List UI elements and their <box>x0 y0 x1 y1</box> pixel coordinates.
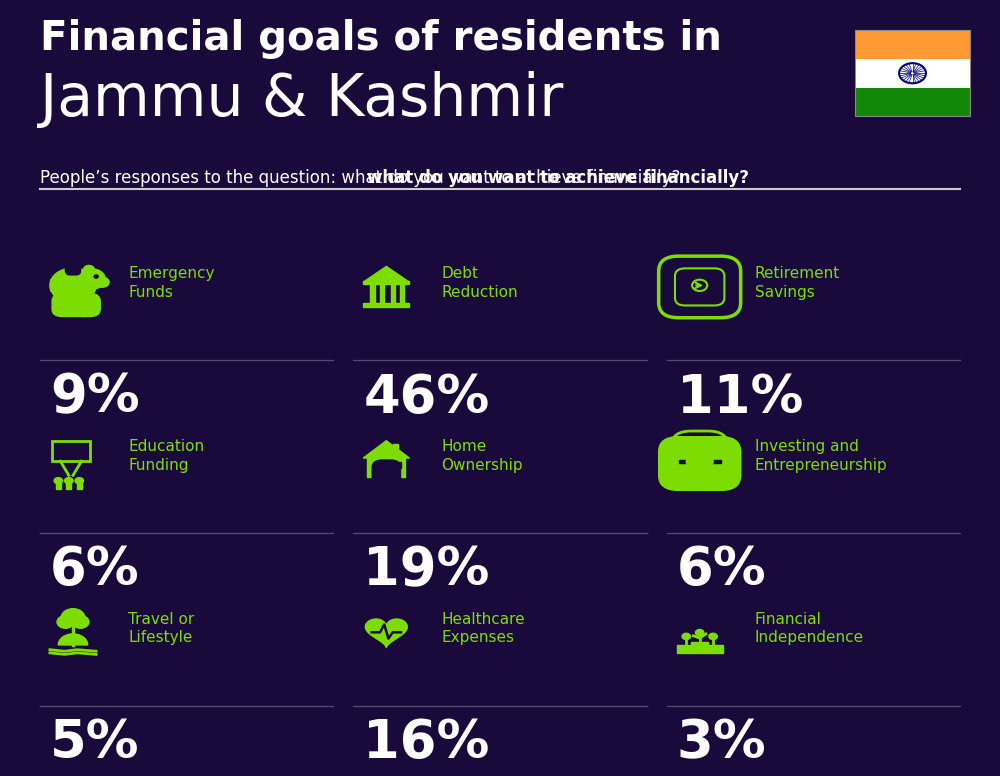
FancyBboxPatch shape <box>394 462 401 467</box>
Circle shape <box>709 633 717 639</box>
FancyBboxPatch shape <box>65 265 81 275</box>
FancyBboxPatch shape <box>56 483 61 489</box>
Text: Home
Ownership: Home Ownership <box>441 439 523 473</box>
Bar <box>855 88 970 116</box>
Text: 9%: 9% <box>50 372 140 424</box>
Polygon shape <box>363 441 409 458</box>
Text: 6%: 6% <box>50 545 140 597</box>
Circle shape <box>75 477 84 484</box>
Circle shape <box>695 629 704 636</box>
Circle shape <box>94 275 98 278</box>
Text: People’s responses to the question: what do you want to achieve financially?: People’s responses to the question: what… <box>40 169 680 187</box>
Text: Jammu & Kashmir: Jammu & Kashmir <box>40 71 563 128</box>
Bar <box>855 59 970 88</box>
Circle shape <box>61 608 85 626</box>
Text: 46%: 46% <box>363 372 490 424</box>
Circle shape <box>84 265 94 274</box>
Circle shape <box>54 477 62 484</box>
FancyBboxPatch shape <box>69 293 94 317</box>
Text: 3%: 3% <box>677 717 766 769</box>
FancyBboxPatch shape <box>75 293 100 317</box>
FancyBboxPatch shape <box>372 460 401 484</box>
Bar <box>855 30 970 59</box>
Circle shape <box>50 268 96 303</box>
Polygon shape <box>365 619 407 647</box>
Text: 11%: 11% <box>677 372 803 424</box>
Circle shape <box>96 277 109 287</box>
FancyBboxPatch shape <box>374 462 381 467</box>
Circle shape <box>682 633 690 639</box>
Bar <box>855 30 970 116</box>
FancyBboxPatch shape <box>391 282 395 303</box>
Text: Investing and
Entrepreneurship: Investing and Entrepreneurship <box>755 439 887 473</box>
FancyBboxPatch shape <box>370 282 375 303</box>
Text: Education
Funding: Education Funding <box>128 439 204 473</box>
FancyBboxPatch shape <box>400 282 404 303</box>
Circle shape <box>65 477 73 484</box>
Wedge shape <box>58 634 88 645</box>
Text: Travel or
Lifestyle: Travel or Lifestyle <box>128 611 194 646</box>
Text: Emergency
Funds: Emergency Funds <box>128 266 214 300</box>
FancyBboxPatch shape <box>66 483 71 489</box>
Text: 19%: 19% <box>363 545 490 597</box>
FancyBboxPatch shape <box>679 459 721 462</box>
FancyBboxPatch shape <box>60 293 86 317</box>
Text: Healthcare
Expenses: Healthcare Expenses <box>441 611 525 646</box>
FancyBboxPatch shape <box>686 451 713 469</box>
FancyBboxPatch shape <box>363 303 409 307</box>
Polygon shape <box>363 266 409 282</box>
Text: Financial
Independence: Financial Independence <box>755 611 864 646</box>
Text: Retirement
Savings: Retirement Savings <box>755 266 840 300</box>
FancyBboxPatch shape <box>363 281 409 284</box>
FancyBboxPatch shape <box>52 293 77 317</box>
Text: Debt
Reduction: Debt Reduction <box>441 266 518 300</box>
Circle shape <box>78 269 105 289</box>
Polygon shape <box>677 642 723 653</box>
FancyBboxPatch shape <box>380 282 384 303</box>
Text: Financial goals of residents in: Financial goals of residents in <box>40 19 722 59</box>
FancyBboxPatch shape <box>659 437 741 490</box>
FancyBboxPatch shape <box>393 444 398 452</box>
Text: 5%: 5% <box>50 717 140 769</box>
Text: what do you want to achieve financially?: what do you want to achieve financially? <box>367 169 749 187</box>
Circle shape <box>57 615 74 629</box>
FancyBboxPatch shape <box>77 483 82 489</box>
FancyBboxPatch shape <box>367 456 405 477</box>
Circle shape <box>72 615 89 629</box>
Text: 16%: 16% <box>363 717 490 769</box>
Text: 6%: 6% <box>677 545 766 597</box>
